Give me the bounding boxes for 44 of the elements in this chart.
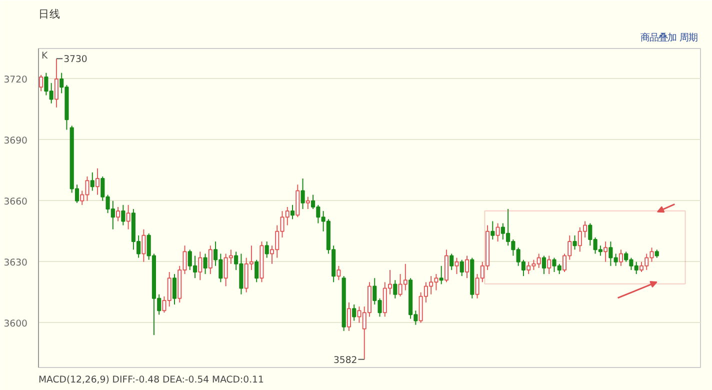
candlestick [264, 241, 269, 258]
candlestick [439, 265, 444, 285]
candlestick [203, 253, 208, 275]
annotation: 3730 [64, 54, 88, 66]
candlestick [54, 58, 58, 108]
y-tick-label: 3660 [4, 196, 28, 208]
annotation: 3582 [333, 354, 358, 366]
candlestick [254, 259, 259, 283]
candlestick [208, 245, 212, 275]
candlestick [454, 257, 459, 275]
text: MACD(12,26,9) DIFF:-0.48 DEA:-0.54 MACD:0.11 [38, 374, 264, 386]
candlestick [126, 204, 130, 230]
candlestick [300, 178, 305, 210]
candlestick [450, 253, 454, 270]
candlestick [116, 206, 120, 222]
candlestick [572, 234, 577, 250]
y-tick-label: 3690 [4, 135, 28, 146]
text: 商品叠加 周期 [640, 32, 698, 44]
candlestick [542, 255, 546, 275]
candlestick [172, 274, 177, 306]
y-tick-label: 3630 [4, 257, 28, 268]
chart-title: 日线 [38, 8, 60, 20]
candlestick [121, 204, 126, 226]
y-tick-label: 3600 [4, 318, 28, 330]
candlestick [464, 255, 470, 279]
candlestick [393, 280, 398, 299]
candlestick [306, 196, 310, 210]
candlestick [336, 265, 341, 281]
candlestick [547, 255, 552, 275]
candlestick [39, 74, 44, 92]
candlestick [604, 241, 608, 262]
candlestick [618, 249, 623, 266]
candlestick [142, 228, 146, 262]
candlestick [496, 222, 500, 242]
y-tick-label: 3720 [4, 74, 28, 86]
candlestick [198, 251, 202, 281]
annotation: K [42, 50, 48, 62]
candlestick [290, 204, 295, 220]
candlestick [490, 220, 495, 240]
candlestick [352, 304, 356, 322]
candlestick [95, 168, 100, 196]
candlestick [460, 259, 464, 277]
candlestick [90, 172, 94, 192]
candlestick [346, 302, 352, 332]
